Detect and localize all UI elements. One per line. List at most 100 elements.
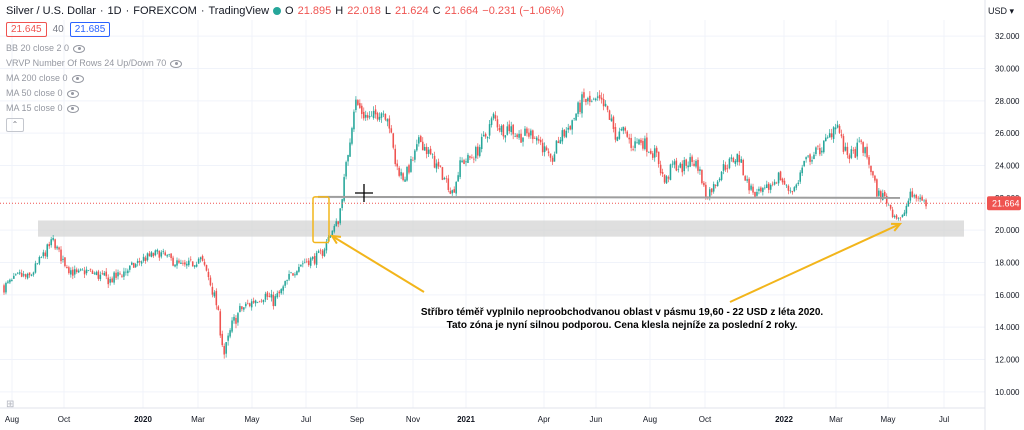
price-tick-label: 28.000 bbox=[995, 97, 1020, 106]
symbol-name[interactable]: Silver / U.S. Dollar bbox=[6, 5, 96, 17]
buy-price-button[interactable]: 21.685 bbox=[69, 22, 111, 37]
candle bbox=[630, 133, 632, 152]
candle bbox=[923, 199, 925, 203]
candle bbox=[899, 217, 902, 221]
annotation-text: Stříbro téměř vyplnilo neproobchodvanou … bbox=[420, 307, 824, 331]
candle bbox=[760, 186, 762, 193]
candle bbox=[480, 133, 483, 153]
candle bbox=[292, 272, 294, 277]
candle bbox=[34, 260, 37, 274]
candle bbox=[693, 160, 695, 167]
source: TradingView bbox=[208, 5, 270, 17]
candle bbox=[414, 148, 416, 163]
candle bbox=[710, 188, 713, 196]
candle bbox=[880, 189, 882, 203]
eye-icon[interactable] bbox=[71, 74, 84, 83]
indicator-vrvp[interactable]: VRVP Number Of Rows 24 Up/Down 70 bbox=[6, 56, 183, 71]
candle bbox=[357, 99, 359, 106]
interval[interactable]: 1D bbox=[107, 5, 122, 17]
collapse-indicators-button[interactable]: ⌃ bbox=[6, 118, 24, 132]
candle bbox=[239, 303, 241, 313]
candle bbox=[398, 166, 400, 178]
candle bbox=[205, 264, 208, 272]
candle bbox=[368, 111, 371, 120]
candle bbox=[575, 113, 577, 121]
candle bbox=[467, 152, 469, 163]
candle bbox=[720, 171, 723, 182]
candle bbox=[602, 93, 605, 111]
candle bbox=[26, 272, 29, 280]
candle bbox=[638, 138, 640, 146]
candle bbox=[13, 272, 15, 279]
candle bbox=[272, 291, 275, 310]
price-tick-label: 14.000 bbox=[995, 323, 1020, 332]
candle bbox=[589, 91, 591, 106]
candle bbox=[887, 204, 890, 206]
candle bbox=[667, 175, 670, 183]
candle bbox=[543, 142, 546, 157]
candle bbox=[16, 271, 19, 275]
price-tick-label: 20.000 bbox=[995, 226, 1020, 235]
candle bbox=[209, 275, 212, 287]
currency-selector[interactable]: USD ▾ bbox=[987, 6, 1014, 16]
indicator-bb[interactable]: BB 20 close 2 0 bbox=[6, 41, 182, 56]
candle bbox=[361, 103, 363, 119]
candle bbox=[366, 112, 369, 121]
eye-icon[interactable] bbox=[66, 89, 79, 98]
candle bbox=[294, 272, 296, 278]
candle bbox=[245, 301, 247, 309]
indicator-ma200[interactable]: MA 200 close 0 bbox=[6, 71, 182, 86]
candle bbox=[315, 250, 318, 268]
change-value: −0.231 (−1.06%) bbox=[482, 5, 565, 17]
candle bbox=[335, 218, 338, 227]
candle bbox=[427, 146, 430, 157]
eye-icon[interactable] bbox=[73, 44, 86, 53]
eye-icon[interactable] bbox=[66, 104, 79, 113]
candle bbox=[425, 143, 428, 159]
candle bbox=[317, 249, 320, 254]
candle bbox=[917, 195, 919, 202]
time-tick-label: Jul bbox=[939, 415, 949, 424]
candle bbox=[500, 124, 503, 136]
last-price-box bbox=[987, 196, 1021, 211]
candle bbox=[830, 128, 833, 140]
candle bbox=[903, 209, 906, 216]
candle bbox=[325, 239, 328, 254]
candle bbox=[620, 127, 623, 132]
candle bbox=[561, 127, 564, 145]
candle bbox=[683, 156, 686, 175]
candle bbox=[329, 235, 332, 238]
candle bbox=[594, 97, 597, 102]
candle bbox=[443, 176, 446, 180]
eye-icon[interactable] bbox=[170, 59, 183, 68]
candle bbox=[337, 221, 339, 228]
candle bbox=[852, 147, 855, 154]
candle bbox=[644, 135, 646, 151]
candle bbox=[897, 217, 900, 221]
candle bbox=[547, 148, 550, 157]
candle bbox=[695, 159, 697, 169]
candle bbox=[386, 118, 389, 127]
candle bbox=[359, 99, 361, 109]
candle bbox=[722, 160, 725, 175]
sell-price-button[interactable]: 21.645 bbox=[6, 22, 47, 37]
candle bbox=[449, 187, 452, 195]
candle bbox=[101, 270, 104, 276]
indicator-ma50[interactable]: MA 50 close 0 bbox=[6, 86, 182, 101]
candle bbox=[18, 269, 21, 276]
candle bbox=[180, 259, 182, 264]
candle bbox=[754, 191, 756, 197]
candle bbox=[85, 266, 88, 276]
candle bbox=[492, 112, 495, 121]
candle bbox=[372, 106, 375, 120]
candle bbox=[131, 261, 133, 266]
candle bbox=[730, 154, 733, 162]
candle bbox=[256, 301, 259, 304]
candle bbox=[850, 145, 853, 160]
candle bbox=[290, 271, 292, 274]
candle bbox=[734, 158, 737, 167]
indicator-ma15[interactable]: MA 15 close 0 bbox=[6, 101, 182, 116]
candle bbox=[681, 160, 684, 177]
candle bbox=[883, 190, 886, 198]
